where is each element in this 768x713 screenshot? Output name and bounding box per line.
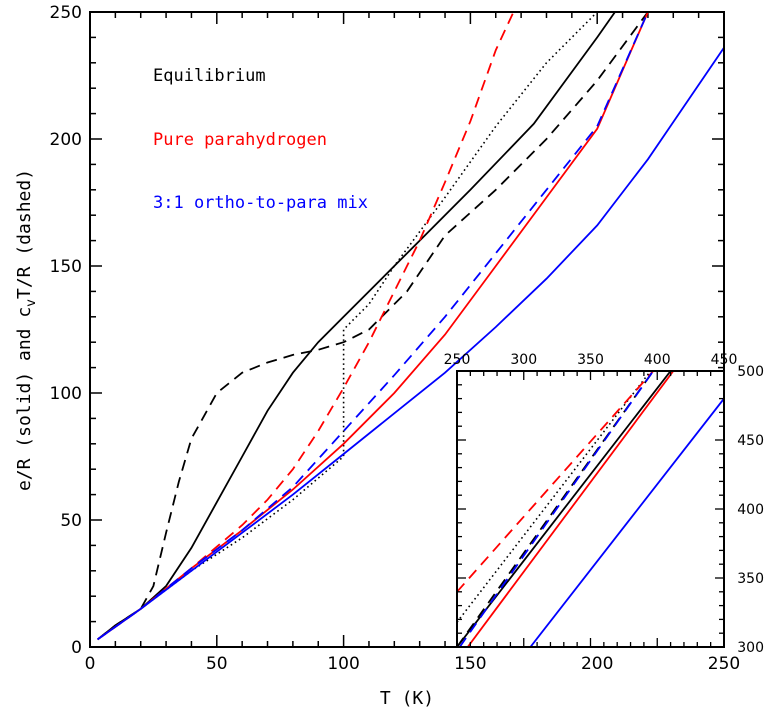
inset-series-parahydrogen-solid (466, 371, 675, 647)
inset-background (457, 371, 724, 647)
legend-ortho-para-mix: 3:1 ortho-to-para mix (153, 193, 368, 213)
y-tick-label: 200 (50, 130, 82, 150)
inset-series-parahydrogen-dashed (457, 371, 654, 593)
y-tick-label: 150 (50, 257, 82, 277)
y-axis-title-subscript: v (24, 299, 39, 307)
main-series-mix-dashed (97, 12, 649, 641)
inset-x-tick-label: 350 (577, 352, 604, 368)
x-tick-label: 0 (85, 654, 96, 674)
x-axis-title: T (K) (380, 688, 434, 709)
x-tick-label: 150 (454, 654, 486, 674)
y-tick-label: 50 (60, 511, 82, 531)
x-tick-label: 250 (708, 654, 740, 674)
inset-series-equilibrium-dashed (457, 371, 654, 647)
y-axis-title-part1: e/R (solid) and c (14, 307, 35, 491)
legend-parahydrogen: Pure parahydrogen (153, 130, 327, 150)
inset-series-mix-solid (529, 398, 724, 647)
inset-x-tick-label: 300 (510, 352, 537, 368)
inset-x-tick-label: 400 (644, 352, 671, 368)
main-series-equilibrium-dotted (140, 12, 598, 610)
main-series-parahydrogen-solid (97, 12, 649, 641)
main-series (97, 12, 724, 641)
inset-series-mix-dashed (458, 371, 654, 647)
x-tick-label: 50 (206, 654, 228, 674)
x-tick-label: 100 (327, 654, 359, 674)
main-series-equilibrium-solid (97, 12, 616, 641)
inset-series (457, 371, 724, 647)
y-axis-title-part2: T/R (dashed) (14, 169, 35, 299)
inset-y-tick-label: 400 (737, 502, 764, 518)
inset-y-tick-label: 450 (737, 433, 764, 449)
inset-y-tick-label: 500 (737, 364, 764, 380)
legend-equilibrium: Equilibrium (153, 66, 266, 86)
inset-x-tick-label: 250 (444, 352, 471, 368)
y-tick-label: 0 (71, 638, 82, 658)
main-series-mix-solid (97, 47, 724, 641)
y-axis-title: e/R (solid) and cvT/R (dashed) (14, 169, 39, 491)
main-plot-frame (89, 11, 725, 648)
x-tick-label: 200 (581, 654, 613, 674)
main-tick-labels: 0 50 100 150 200 250 0 50 100 150 200 250 (50, 3, 741, 674)
y-tick-label: 250 (50, 3, 82, 23)
inset-y-tick-label: 300 (737, 640, 764, 656)
inset-x-tick-label: 450 (711, 352, 738, 368)
inset-series-equilibrium-dotted (457, 371, 652, 623)
inset-frame (456, 370, 725, 648)
legend: Equilibrium Pure parahydrogen 3:1 ortho-… (153, 66, 368, 213)
inset-y-tick-label: 350 (737, 571, 764, 587)
main-plot: 0 50 100 150 200 250 0 50 100 150 200 250 (50, 3, 741, 674)
y-tick-label: 100 (50, 384, 82, 404)
